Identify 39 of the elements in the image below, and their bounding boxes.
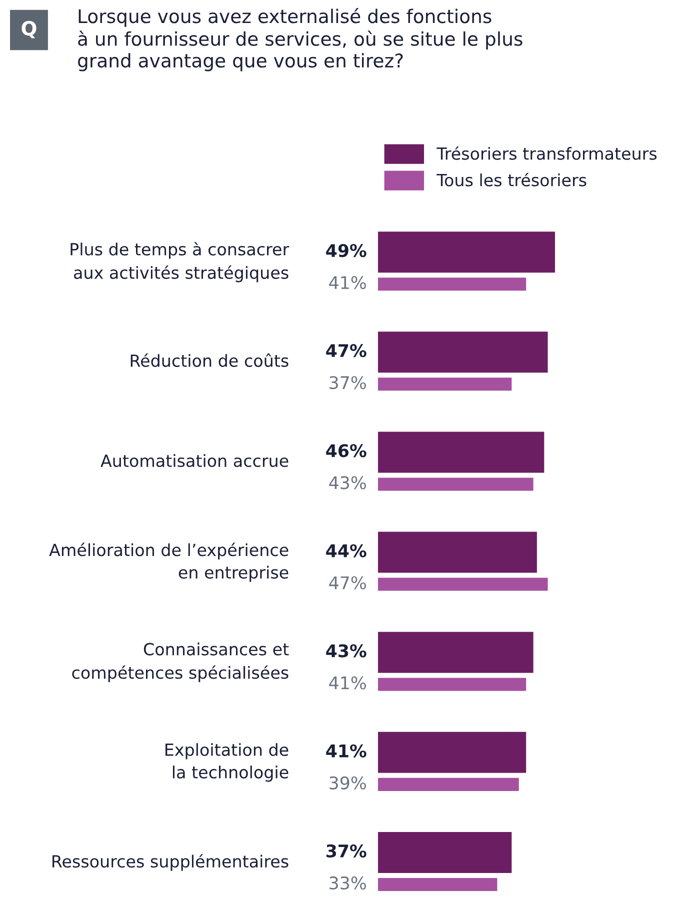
bar bbox=[378, 732, 526, 773]
bar bbox=[378, 532, 537, 573]
y-tick-label: Amélioration de l’expérience en entreprise bbox=[49, 542, 288, 582]
data-label: 41% bbox=[329, 676, 366, 690]
bar bbox=[378, 878, 498, 892]
bar bbox=[378, 332, 548, 373]
bar bbox=[378, 278, 526, 291]
bar bbox=[378, 232, 555, 273]
data-label: 46% bbox=[326, 444, 366, 458]
data-label: 43% bbox=[326, 644, 366, 658]
data-label: 44% bbox=[326, 544, 366, 558]
text: Q bbox=[22, 20, 36, 38]
bar bbox=[378, 432, 544, 473]
y-tick-label: Réduction de coûts bbox=[130, 353, 288, 367]
bar bbox=[378, 378, 512, 391]
data-label: 49% bbox=[326, 244, 366, 258]
data-label: 47% bbox=[329, 576, 366, 590]
data-label: 37% bbox=[326, 844, 366, 858]
y-tick-label: Ressources supplémentaires bbox=[52, 854, 288, 871]
data-label: 39% bbox=[330, 776, 366, 790]
data-label: 43% bbox=[329, 476, 366, 490]
bar bbox=[378, 578, 548, 591]
data-label: 41% bbox=[329, 276, 366, 290]
legend-label: Trésoriers transformateurs bbox=[436, 146, 657, 160]
legend-label: Tous les trésoriers bbox=[436, 172, 586, 186]
bar bbox=[378, 478, 534, 491]
data-label: 37% bbox=[330, 376, 366, 390]
y-tick-label: Exploitation de la technologie bbox=[166, 743, 288, 782]
data-label: 47% bbox=[326, 344, 366, 358]
chart-title: Lorsque vous avez externalisé des fonctions à un fournisseur de services, où se situe le plus grand avantage que vous en tirez? bbox=[78, 8, 522, 72]
y-tick-label: Plus de temps à consacrer aux activités stratégiques bbox=[70, 242, 290, 282]
data-label: 41% bbox=[326, 744, 366, 758]
data-label: 33% bbox=[330, 876, 366, 890]
bar bbox=[378, 678, 526, 691]
y-tick-label: Automatisation accrue bbox=[100, 454, 288, 468]
y-tick-label: Connaissances et compétences spécialisées bbox=[72, 642, 289, 682]
bar bbox=[378, 632, 534, 673]
bar bbox=[378, 778, 519, 791]
bar bbox=[378, 832, 512, 873]
